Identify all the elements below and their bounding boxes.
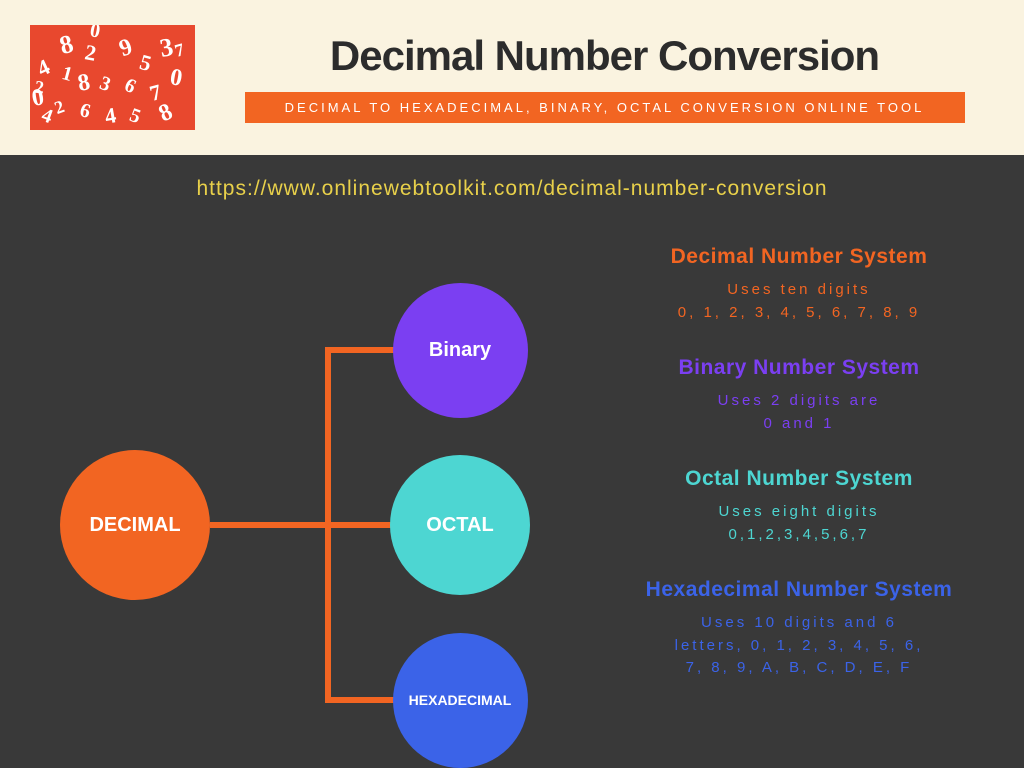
logo-digit: 5: [126, 104, 143, 129]
url-text: https://www.onlinewebtoolkit.com/decimal…: [0, 177, 1024, 201]
node-binary: Binary: [393, 283, 528, 418]
header: 0482418329536702645807 Decimal Number Co…: [0, 0, 1024, 155]
logo-digit: 8: [155, 99, 177, 129]
main-panel: https://www.onlinewebtoolkit.com/decimal…: [0, 155, 1024, 768]
logo-digit: 2: [52, 96, 68, 119]
info-column: Decimal Number System Uses ten digits0, 1…: [614, 245, 984, 680]
info-title: Binary Number System: [614, 356, 984, 380]
logo-digit: 5: [137, 49, 154, 77]
logo-tile: 0482418329536702645807: [30, 25, 195, 130]
logo-digit: 2: [34, 77, 45, 99]
connector-branch: [325, 697, 395, 703]
logo-digit: 6: [77, 99, 93, 124]
info-title: Octal Number System: [614, 467, 984, 491]
header-text: Decimal Number Conversion DECIMAL TO HEX…: [225, 32, 984, 123]
node-octal: OCTAL: [390, 455, 530, 595]
node-decimal: DECIMAL: [60, 450, 210, 600]
node-hexadecimal: HEXADECIMAL: [393, 633, 528, 768]
info-body: Uses 2 digits are0 and 1: [614, 390, 984, 435]
logo-digit: 3: [157, 32, 175, 64]
info-block: Decimal Number System Uses ten digits0, 1…: [614, 245, 984, 324]
logo-digit: 1: [59, 62, 75, 87]
logo-digit: 0: [168, 64, 185, 93]
logo-digit: 9: [116, 34, 137, 63]
info-body: Uses ten digits0, 1, 2, 3, 4, 5, 6, 7, 8…: [614, 279, 984, 324]
logo-digit: 8: [76, 69, 93, 98]
info-block: Octal Number System Uses eight digits0,1,…: [614, 467, 984, 546]
subtitle-bar: DECIMAL TO HEXADECIMAL, BINARY, OCTAL CO…: [245, 92, 965, 123]
info-block: Binary Number System Uses 2 digits are0 a…: [614, 356, 984, 435]
logo-digit: 6: [121, 74, 140, 99]
info-block: Hexadecimal Number System Uses 10 digits …: [614, 578, 984, 680]
info-body: Uses 10 digits and 6letters, 0, 1, 2, 3,…: [614, 612, 984, 680]
diagram: DECIMALBinaryOCTALHEXADECIMAL: [60, 245, 600, 745]
logo-digit: 3: [96, 72, 113, 97]
connector-branch: [325, 522, 395, 528]
info-body: Uses eight digits0,1,2,3,4,5,6,7: [614, 501, 984, 546]
logo-digit: 4: [103, 102, 118, 130]
logo-digit: 0: [88, 25, 102, 44]
connector-branch: [325, 347, 395, 353]
info-title: Hexadecimal Number System: [614, 578, 984, 602]
info-title: Decimal Number System: [614, 245, 984, 269]
connector-stem: [210, 522, 331, 528]
page-title: Decimal Number Conversion: [330, 32, 879, 80]
logo-digit: 8: [56, 29, 76, 61]
